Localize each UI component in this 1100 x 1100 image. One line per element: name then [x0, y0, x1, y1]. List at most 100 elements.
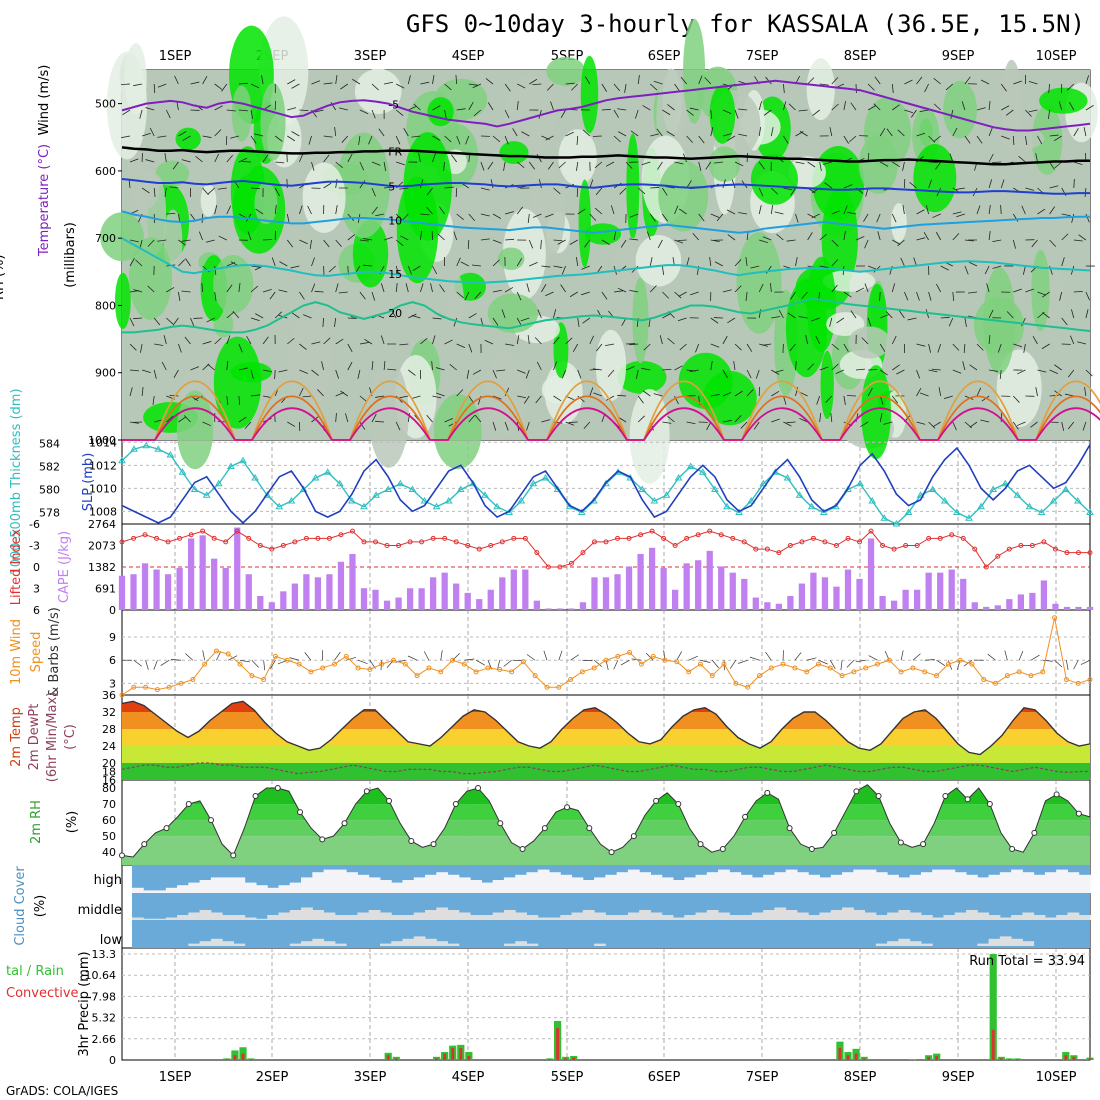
wind-barb	[226, 154, 234, 163]
cape-bar	[199, 535, 206, 610]
wind10m-barb	[1042, 659, 1053, 662]
thickness-line	[121, 445, 1091, 525]
wind-speed-point	[296, 661, 302, 667]
wind-barb	[695, 343, 700, 353]
thickness-point	[118, 456, 126, 464]
cape-bar	[211, 558, 218, 610]
wind-barb	[323, 239, 330, 248]
rh-point	[786, 825, 793, 832]
cloud-bar-middle	[154, 918, 167, 920]
precip-convective-bar	[394, 1058, 398, 1060]
li-tick--6: -6	[29, 518, 40, 531]
date-label-top-9SEP: 9SEP	[942, 49, 975, 64]
ylabel-wind-barbs: & Barbs (m/s)	[47, 607, 62, 697]
cloud-bar-high	[729, 872, 742, 893]
wind-barb	[829, 127, 833, 137]
cape-bar	[1052, 603, 1059, 610]
cloud-bar-high	[177, 885, 189, 893]
wind-barb	[919, 109, 929, 112]
wind-barb	[898, 310, 905, 319]
wind-barb	[897, 129, 905, 137]
wind-barb	[412, 265, 421, 272]
wind-barb	[371, 109, 376, 119]
wind-barb	[443, 161, 445, 171]
cloud-bar-middle	[808, 915, 821, 920]
wind-barb	[432, 395, 442, 399]
wind-speed-point	[945, 661, 951, 667]
cape-bar	[257, 595, 264, 610]
wind-barb	[464, 291, 470, 301]
wind-barb	[314, 290, 324, 293]
cloud-bar-high	[785, 869, 798, 893]
date-label-top-4SEP: 4SEP	[452, 49, 485, 64]
wind10m-barb	[806, 657, 817, 661]
wind-speed-point	[509, 669, 515, 675]
wind-barb	[1054, 161, 1062, 169]
wind-barb	[879, 291, 881, 302]
cloud-bar-high	[357, 874, 370, 893]
wind-barb	[120, 83, 131, 86]
wind-barb	[261, 75, 264, 85]
wind-barb	[843, 231, 846, 241]
thickness-point	[819, 508, 828, 515]
rh-line	[121, 784, 1091, 858]
cloud-bar-low	[447, 943, 460, 946]
cloud-bar-middle	[627, 912, 640, 920]
cape-bar	[890, 600, 898, 610]
cloud-bar-middle	[492, 912, 505, 920]
wind-barb	[399, 395, 409, 399]
wind-barb	[307, 205, 312, 215]
wind10m-barb	[570, 654, 580, 661]
thickness-point	[432, 502, 441, 510]
wind-barb	[299, 205, 303, 215]
wind10m-barb	[171, 659, 182, 661]
cape-bar	[395, 597, 402, 610]
wind-barb	[705, 161, 712, 170]
wind-barb	[184, 336, 191, 345]
wind-barb	[642, 390, 651, 397]
wind-barb	[1005, 109, 1014, 116]
wind10m-barb	[185, 653, 194, 661]
cloud-bar-middle	[582, 910, 595, 920]
wind-barb	[153, 369, 157, 379]
wind-barb	[311, 369, 319, 376]
lifted-index-point	[718, 532, 724, 538]
wind-speed-point	[532, 673, 538, 679]
wind-barb	[968, 291, 978, 294]
wind-barb	[1012, 213, 1019, 222]
wind-barb	[214, 205, 218, 215]
wind-barb	[1006, 311, 1014, 319]
lifted-index-point	[488, 543, 494, 548]
wind-barb	[166, 415, 174, 423]
wind-barb	[790, 187, 796, 196]
wind-barb	[190, 366, 199, 371]
rh-point	[408, 837, 415, 844]
wind-barb	[335, 338, 344, 345]
li-tick-3: 3	[33, 583, 40, 596]
wind-barb	[1042, 312, 1050, 319]
cape-bar	[683, 563, 690, 610]
lifted-index-point	[891, 546, 897, 552]
wind-barb	[214, 291, 217, 301]
wind-barb	[526, 283, 530, 293]
lifted-index-point	[684, 535, 690, 541]
thickness-point	[735, 508, 743, 515]
lifted-index-point	[1018, 543, 1024, 548]
wind-barb	[807, 77, 815, 85]
cloud-bar-middle	[999, 917, 1012, 920]
wind10m-barb	[423, 651, 430, 661]
wind-barb	[456, 213, 464, 221]
wind-speed-point	[391, 657, 397, 663]
rh-patch-gray	[848, 326, 891, 359]
wind-barb	[492, 135, 501, 143]
cloud-bar-middle	[763, 910, 775, 920]
wind-barb	[250, 135, 257, 144]
wind-barb	[504, 287, 514, 293]
rh-point	[697, 841, 704, 848]
date-label-top-10SEP: 10SEP	[1036, 49, 1077, 64]
cape-tick-2073: 2073	[88, 540, 116, 553]
cloud-bar-middle	[199, 910, 212, 920]
cloud-bar-middle	[1056, 915, 1068, 920]
wind-barb	[383, 361, 386, 371]
wind-barb	[492, 239, 502, 244]
